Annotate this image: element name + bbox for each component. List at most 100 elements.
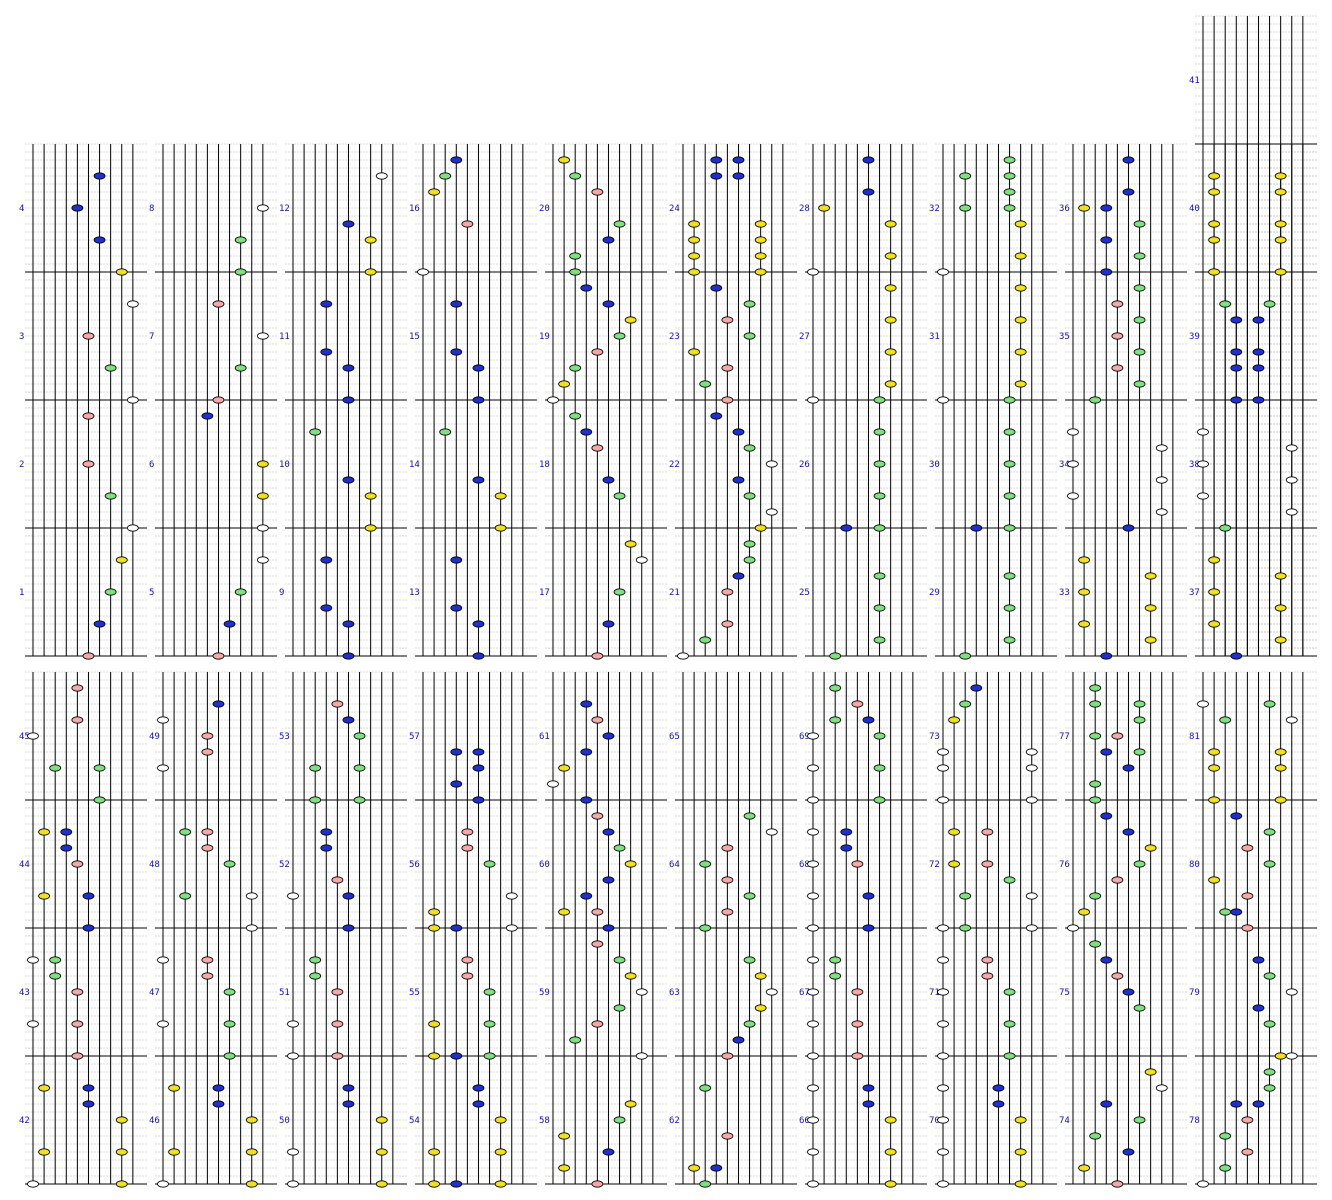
measure-number: 20 bbox=[539, 204, 550, 214]
measure-number: 47 bbox=[149, 988, 160, 998]
note-pink bbox=[591, 652, 604, 660]
note-blue bbox=[320, 828, 333, 836]
note-white bbox=[807, 988, 819, 996]
note-white bbox=[1155, 444, 1168, 452]
note-yellow bbox=[1274, 764, 1287, 772]
note-green bbox=[1219, 908, 1232, 916]
measure-number: 12 bbox=[279, 204, 290, 214]
note-blue bbox=[580, 700, 593, 708]
note-white bbox=[807, 1180, 819, 1188]
note-yellow bbox=[494, 524, 507, 532]
note-yellow bbox=[1208, 748, 1220, 756]
note-blue bbox=[580, 284, 593, 292]
note-yellow bbox=[818, 204, 830, 212]
measure-number: 68 bbox=[799, 860, 810, 870]
note-green bbox=[1089, 1132, 1102, 1140]
note-yellow bbox=[364, 236, 377, 244]
measure-number: 45 bbox=[19, 732, 30, 742]
note-blue bbox=[602, 924, 615, 932]
note-pink bbox=[201, 972, 214, 980]
note-green bbox=[959, 892, 972, 900]
note-blue bbox=[840, 828, 853, 836]
note-pink bbox=[331, 1020, 344, 1028]
note-pink bbox=[591, 908, 604, 916]
note-green bbox=[1263, 972, 1276, 980]
note-white bbox=[375, 172, 388, 180]
note-green bbox=[743, 540, 756, 548]
note-white bbox=[1197, 700, 1209, 708]
note-white bbox=[937, 1020, 949, 1028]
note-pink bbox=[71, 716, 84, 724]
note-blue bbox=[1100, 748, 1113, 756]
note-pink bbox=[1241, 1148, 1254, 1156]
note-blue bbox=[60, 828, 73, 836]
note-blue bbox=[60, 844, 73, 852]
note-green bbox=[179, 828, 192, 836]
measure-number: 29 bbox=[929, 588, 940, 598]
note-green bbox=[1003, 396, 1016, 404]
note-pink bbox=[331, 700, 344, 708]
note-yellow bbox=[1274, 636, 1287, 644]
note-green bbox=[873, 524, 886, 532]
note-blue bbox=[450, 556, 463, 564]
note-green bbox=[234, 236, 247, 244]
note-white bbox=[1025, 748, 1038, 756]
note-green bbox=[353, 764, 366, 772]
note-yellow bbox=[494, 1116, 507, 1124]
note-white bbox=[547, 396, 559, 404]
note-yellow bbox=[1078, 908, 1090, 916]
note-green bbox=[569, 364, 582, 372]
note-white bbox=[807, 892, 819, 900]
note-white bbox=[126, 524, 139, 532]
note-yellow bbox=[754, 972, 767, 980]
measure-number: 4 bbox=[19, 204, 24, 214]
note-yellow bbox=[1274, 268, 1287, 276]
note-white bbox=[1067, 492, 1079, 500]
note-yellow bbox=[1208, 172, 1220, 180]
note-pink bbox=[71, 860, 84, 868]
note-pink bbox=[1241, 1116, 1254, 1124]
note-yellow bbox=[375, 1180, 388, 1188]
note-white bbox=[1025, 764, 1038, 772]
measure-number: 60 bbox=[539, 860, 550, 870]
note-green bbox=[873, 396, 886, 404]
note-pink bbox=[1111, 364, 1124, 372]
measure-number: 13 bbox=[409, 588, 420, 598]
note-white bbox=[157, 1180, 169, 1188]
note-yellow bbox=[1274, 172, 1287, 180]
note-blue bbox=[862, 892, 875, 900]
note-blue bbox=[602, 1148, 615, 1156]
note-blue bbox=[472, 796, 485, 804]
note-yellow bbox=[1014, 316, 1027, 324]
note-white bbox=[807, 1116, 819, 1124]
measure-number: 48 bbox=[149, 860, 160, 870]
note-blue bbox=[580, 748, 593, 756]
note-pink bbox=[331, 1052, 344, 1060]
note-pink bbox=[212, 300, 225, 308]
note-yellow bbox=[428, 188, 440, 196]
note-blue bbox=[82, 924, 95, 932]
note-yellow bbox=[1078, 556, 1090, 564]
measure-number: 66 bbox=[799, 1116, 810, 1126]
note-green bbox=[1219, 1132, 1232, 1140]
note-yellow bbox=[884, 1116, 897, 1124]
note-white bbox=[505, 924, 518, 932]
note-yellow bbox=[1144, 572, 1157, 580]
note-green bbox=[699, 1180, 712, 1188]
note-green bbox=[1003, 460, 1016, 468]
note-blue bbox=[1100, 652, 1113, 660]
note-white bbox=[157, 764, 169, 772]
note-green bbox=[699, 380, 712, 388]
note-blue bbox=[342, 652, 355, 660]
note-blue bbox=[82, 1084, 95, 1092]
note-green bbox=[1133, 1004, 1146, 1012]
note-blue bbox=[1122, 524, 1135, 532]
note-blue bbox=[450, 348, 463, 356]
note-blue bbox=[1100, 268, 1113, 276]
note-blue bbox=[992, 1100, 1005, 1108]
note-blue bbox=[732, 428, 745, 436]
note-green bbox=[1263, 1084, 1276, 1092]
note-blue bbox=[472, 1084, 485, 1092]
note-pink bbox=[591, 812, 604, 820]
note-yellow bbox=[1208, 188, 1220, 196]
